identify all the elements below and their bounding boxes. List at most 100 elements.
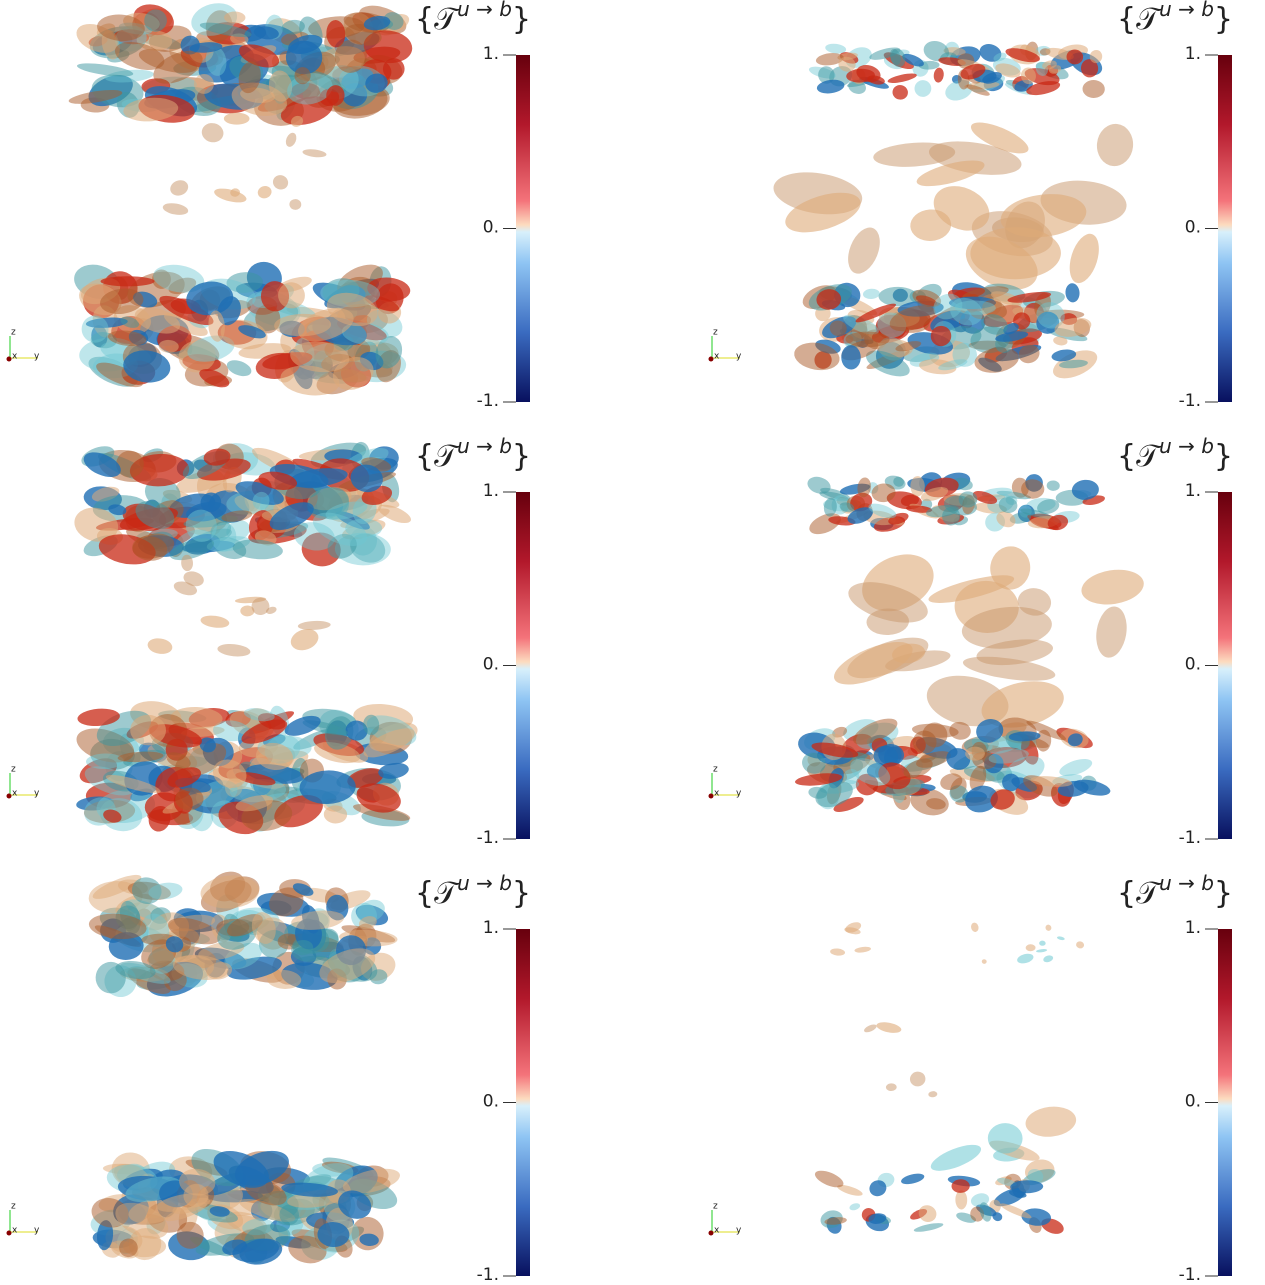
blob [909, 1071, 926, 1087]
blob [965, 236, 1038, 290]
blob [857, 477, 871, 498]
axis-label: z [713, 328, 718, 338]
blob [200, 615, 230, 628]
render-3d [794, 472, 1144, 816]
blob [314, 742, 361, 764]
blob [134, 307, 181, 334]
axes-triad: z x y [6, 328, 40, 362]
colorbar-tick-label: -1. [477, 1265, 499, 1285]
blob [342, 519, 386, 540]
blob [1069, 233, 1099, 284]
blob [203, 448, 231, 466]
blob [96, 362, 143, 388]
blob [85, 317, 128, 328]
blob [81, 315, 109, 343]
colorbar-tick-label: 0. [483, 218, 499, 238]
blob [814, 1170, 844, 1188]
blob [334, 39, 367, 73]
blob [297, 620, 331, 630]
blob [226, 956, 282, 980]
blob [841, 345, 861, 370]
blob [1000, 1203, 1032, 1219]
blob [243, 708, 275, 722]
blob [108, 504, 127, 516]
blob [255, 304, 281, 334]
blob [1010, 1180, 1044, 1194]
blob [187, 335, 235, 362]
blob [856, 65, 881, 83]
blob [900, 494, 919, 507]
blob [816, 289, 842, 310]
blob [960, 63, 986, 80]
blob [302, 149, 327, 158]
blob [824, 1217, 847, 1225]
blob [213, 1150, 269, 1188]
blob [938, 359, 968, 371]
blob [976, 718, 1004, 743]
blob [1018, 344, 1040, 364]
blob [970, 122, 1029, 154]
blob [1081, 569, 1144, 605]
blob [168, 277, 197, 295]
blob [839, 502, 855, 513]
blob [1020, 67, 1036, 85]
colorbar-tick-label: 0. [1185, 1092, 1201, 1112]
title-part: { [1117, 876, 1136, 911]
blob [1021, 479, 1045, 499]
blob [335, 511, 370, 530]
blob [794, 773, 843, 786]
blob [238, 325, 266, 339]
title-part: } [512, 439, 531, 474]
blob [120, 316, 140, 328]
axis-label: z [11, 765, 16, 775]
colorbar-tick-label: -1. [1179, 391, 1201, 411]
blob [317, 1222, 350, 1248]
blob [144, 792, 184, 822]
blob [1082, 80, 1105, 98]
panel: z x y {𝒯u → b} 1. 0. -1. [6, 871, 531, 1285]
blob [1000, 194, 1087, 238]
blob [95, 961, 126, 994]
blob [294, 67, 311, 85]
blob [217, 643, 251, 657]
axis-label: z [713, 1202, 718, 1212]
blob [802, 752, 826, 774]
colorbar-tick-label: -1. [477, 828, 499, 848]
blob [992, 1212, 1003, 1222]
blob [998, 497, 1018, 513]
blob [823, 497, 837, 517]
blob [928, 1091, 938, 1098]
blob [869, 1180, 887, 1197]
blob [358, 916, 377, 930]
blob [230, 188, 240, 197]
blob [382, 58, 405, 80]
blob [342, 1168, 400, 1194]
blob [158, 339, 179, 353]
blob [1059, 758, 1093, 776]
blob [290, 628, 319, 651]
title-part: 𝒯 [434, 439, 461, 474]
title-part: 𝒯 [1136, 2, 1163, 37]
blob [279, 1204, 299, 1225]
title-part: { [1117, 2, 1136, 37]
blob [107, 330, 147, 346]
title-part: u → b [457, 434, 512, 458]
blob [1065, 283, 1080, 303]
blob [147, 638, 173, 654]
blob [1043, 955, 1054, 963]
blob [1008, 731, 1041, 742]
blob [201, 123, 224, 143]
blob [811, 742, 859, 758]
axis-label: x [12, 352, 18, 362]
blob [893, 476, 904, 487]
title-part: 𝒯 [1136, 439, 1163, 474]
blob [1036, 949, 1048, 953]
blob [223, 112, 250, 125]
colorbar [1218, 55, 1232, 402]
blob [209, 1206, 230, 1217]
render-3d [88, 871, 400, 1265]
blob [241, 719, 288, 744]
blob [949, 785, 969, 803]
blob [1039, 940, 1046, 946]
